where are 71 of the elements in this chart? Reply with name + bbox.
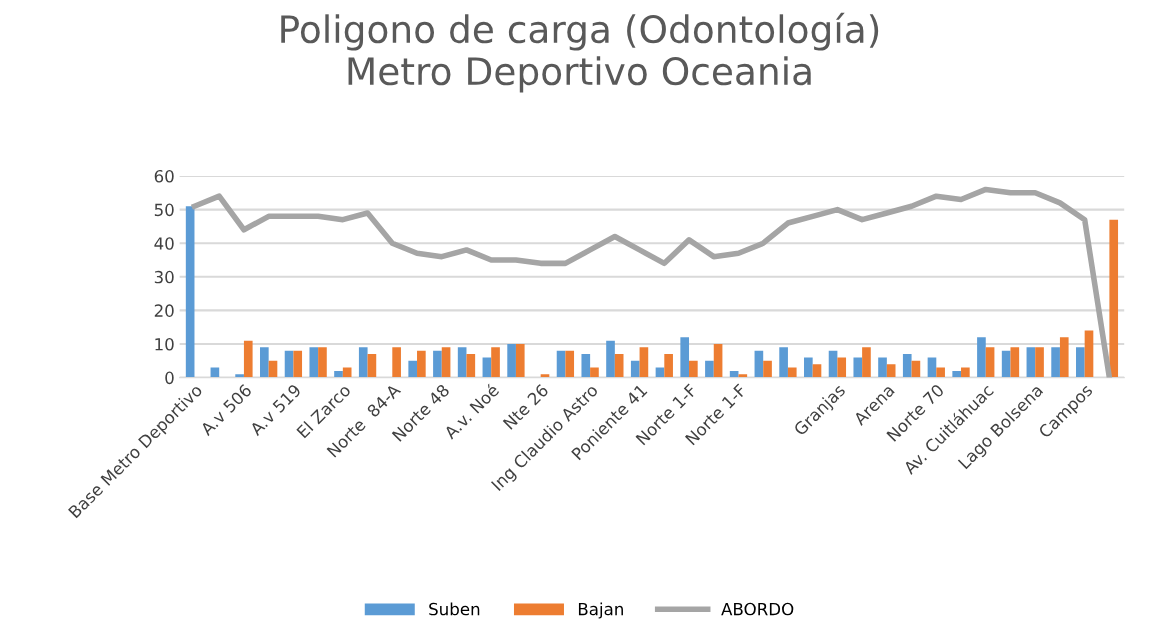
bar [804,357,813,378]
bar [614,354,624,378]
legend-label: Bajan [578,602,623,619]
bar [779,347,788,378]
bar [689,360,698,378]
bar [260,347,269,378]
bar [590,367,599,378]
bar [927,357,937,378]
bar [1051,347,1060,378]
bar [417,350,426,378]
bar [977,337,986,378]
bar [853,357,863,378]
bar [1035,347,1044,378]
bar [763,360,772,378]
bar [862,347,871,378]
bar [630,360,640,378]
bar [878,357,887,378]
chart-title: Poligono de carga (Odontología) Metro Deportivo Oceania [281,12,879,93]
bar [565,350,575,378]
y-tick-label: 20 [154,304,174,317]
bar [408,360,418,378]
bar [334,370,343,378]
bar [1084,330,1094,378]
y-tick-label: 50 [154,203,174,217]
bar [507,344,516,378]
bar [680,337,690,378]
bar [491,347,500,378]
bar [664,354,673,378]
bar [606,340,615,378]
bar [936,367,945,378]
bar [1059,337,1069,378]
bar [318,347,327,378]
bar [787,367,797,378]
y-tick-label: 60 [154,169,174,183]
bar [309,347,319,378]
bar [639,347,649,378]
bar [358,347,368,378]
bar [515,344,525,378]
bar [185,206,195,378]
bar [952,370,962,378]
y-tick-label: 30 [154,270,174,284]
bar [837,357,847,378]
legend-label: ABORDO [721,602,794,616]
bar [1010,347,1020,378]
y-tick-label: 10 [155,337,174,351]
bar [738,374,748,378]
bar [581,354,591,378]
bar [466,354,476,378]
bar [392,347,401,378]
bar [243,340,253,378]
bar [433,350,442,378]
bar [1076,347,1085,378]
bar [812,364,822,378]
bar [482,357,492,378]
bar [713,344,723,378]
y-tick-label: 40 [154,237,174,250]
bar [457,347,467,378]
bar [961,367,970,378]
bar [342,367,352,378]
bar [886,364,896,378]
bar [705,360,714,378]
bar [1109,219,1119,378]
bar [367,354,377,378]
bar [1026,347,1036,378]
bar [985,347,995,378]
bar [235,374,244,378]
y-tick-label: 0 [165,371,174,385]
bar [293,350,303,378]
bar [441,347,451,378]
legend-label: Suben [429,602,480,616]
bar [902,354,912,378]
